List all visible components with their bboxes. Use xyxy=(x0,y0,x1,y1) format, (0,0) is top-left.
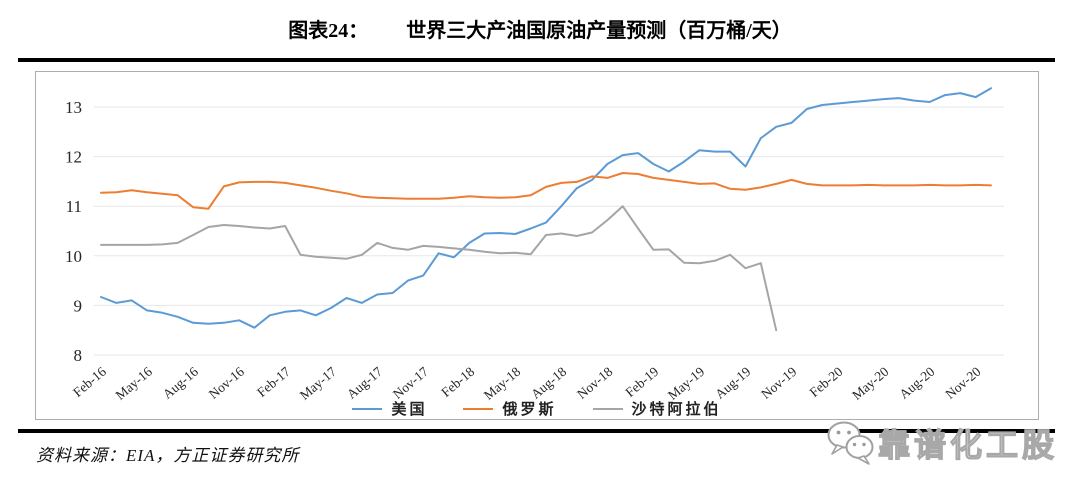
bottom-divider-rule xyxy=(18,429,1055,433)
x-axis-label: May-20 xyxy=(849,364,892,403)
series-line-russia xyxy=(100,172,992,210)
x-axis-label: May-17 xyxy=(297,364,340,403)
legend-item-usa: 美国 xyxy=(352,398,427,419)
legend-item-saudi: 沙特阿拉伯 xyxy=(592,398,722,419)
x-axis-label: May-16 xyxy=(113,364,156,403)
x-axis-label: Nov-17 xyxy=(390,364,431,402)
page-title: 世界三大产油国原油产量预测（百万桶/天） xyxy=(406,20,792,42)
wechat-bubbles-icon xyxy=(827,421,874,465)
x-axis-label: Feb-18 xyxy=(438,364,477,400)
production-line-chart: 8 9 10 11 12 13 Feb-16 May-16 Aug-16 Nov-16 Feb-17… xyxy=(65,87,1004,403)
source-note: 资料来源：EIA，方正证券研究所 xyxy=(36,446,300,465)
watermark: 靠谱化工股 xyxy=(826,420,1058,466)
x-axis-label: Feb-19 xyxy=(622,364,661,400)
legend-line-saudi xyxy=(592,407,623,410)
series-line-saudi xyxy=(100,205,778,332)
y-axis-label: 10 xyxy=(65,247,82,266)
legend-label-usa: 美国 xyxy=(391,402,428,418)
x-axis-label: Aug-18 xyxy=(528,364,569,402)
y-axis-label: 13 xyxy=(65,98,82,117)
top-divider-rule xyxy=(18,58,1055,62)
series-line-usa xyxy=(100,87,992,329)
x-axis-label: Feb-20 xyxy=(807,364,846,400)
x-axis-label: Nov-16 xyxy=(206,364,247,402)
chart-panel: 8 9 10 11 12 13 Feb-16 May-16 Aug-16 Nov-16 Feb-17… xyxy=(35,71,1039,420)
x-axis-label: Aug-16 xyxy=(160,364,201,402)
y-axis-label: 11 xyxy=(66,197,82,216)
watermark-text: 靠谱化工股 xyxy=(877,426,1058,463)
x-axis-label: May-18 xyxy=(481,364,524,403)
chart-legend: 美国 俄罗斯 沙特阿拉伯 xyxy=(36,398,1038,419)
chart-number-label: 图表24： xyxy=(288,20,369,42)
x-axis-label: Aug-20 xyxy=(896,364,937,402)
legend-line-russia xyxy=(463,407,494,410)
x-axis-label: Nov-18 xyxy=(574,364,615,402)
x-axis-label: Nov-19 xyxy=(758,364,799,402)
y-axis-label: 12 xyxy=(65,148,82,167)
chart-title-row: 图表24： 世界三大产油国原油产量预测（百万桶/天） xyxy=(0,14,1080,43)
legend-line-usa xyxy=(352,407,383,410)
y-axis-label: 8 xyxy=(74,346,83,365)
x-axis-label: May-19 xyxy=(665,364,708,403)
legend-label-saudi: 沙特阿拉伯 xyxy=(631,402,722,418)
legend-label-russia: 俄罗斯 xyxy=(502,402,557,418)
x-axis-label: Nov-20 xyxy=(942,364,983,402)
x-axis-label: Aug-19 xyxy=(712,364,753,402)
x-axis-label: Aug-17 xyxy=(344,364,385,402)
x-axis-label: Feb-16 xyxy=(70,364,109,400)
y-axis-label: 9 xyxy=(74,296,83,315)
x-axis-label: Feb-17 xyxy=(254,364,293,400)
legend-item-russia: 俄罗斯 xyxy=(463,398,556,419)
